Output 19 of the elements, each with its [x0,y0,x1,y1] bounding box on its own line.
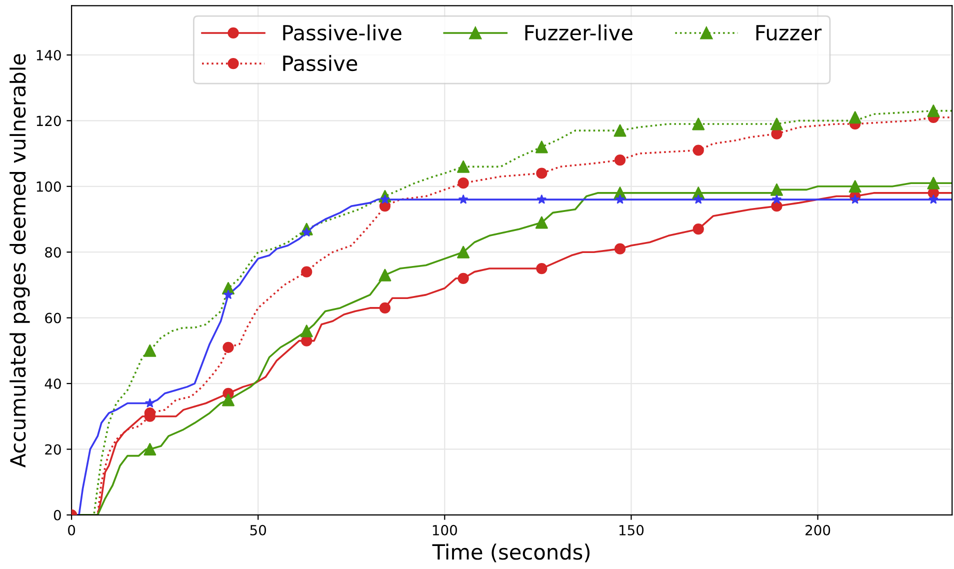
y-tick-label: 0 [54,510,61,520]
x-tick-label: 150 [619,524,644,536]
x-tick-label: 200 [806,524,830,536]
y-tick-label: 40 [44,378,61,389]
y-tick-label: 20 [45,444,61,455]
y-tick-label: 60 [45,312,61,324]
y-tick-label: 80 [45,247,61,258]
legend-label: Fuzzer-live [525,24,632,41]
y-tick-label: 140 [36,50,61,60]
x-tick-label: 100 [432,524,457,536]
legend-label: Passive-live [283,24,402,41]
y-axis-title: Accumulated pages deemed vulnerable [10,54,30,468]
legend-label: Passive [283,55,358,72]
x-tick-label: 0 [68,524,76,536]
legend-label: Fuzzer [756,25,822,41]
x-axis-title: Time (seconds) [432,544,590,562]
y-tick-label: 120 [36,116,61,126]
y-tick-label: 100 [36,181,61,192]
x-tick-label: 50 [250,524,266,536]
